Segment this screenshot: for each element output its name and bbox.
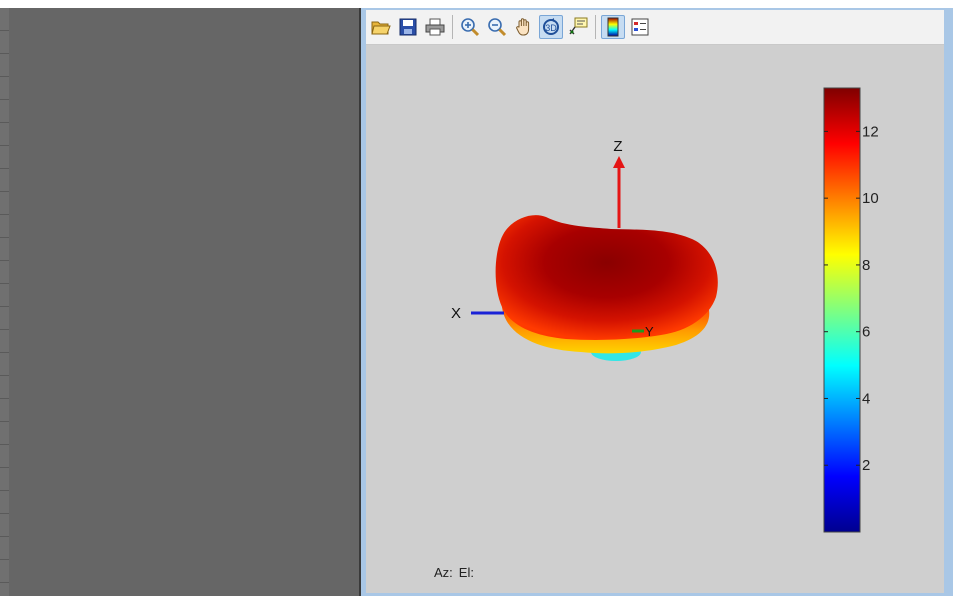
hand-icon xyxy=(516,18,530,36)
colorbar-tick-label: 6 xyxy=(862,324,870,341)
open-folder-icon xyxy=(371,21,391,35)
z-axis-label: Z xyxy=(613,138,622,155)
colorbar[interactable]: 2 4 6 8 10 12 xyxy=(823,87,879,533)
colorbar-tick-label: 4 xyxy=(862,390,870,407)
azimuth-label: Az: xyxy=(434,565,453,580)
colorbar-icon xyxy=(607,17,619,37)
colorbar-tick-label: 10 xyxy=(862,190,879,207)
radiation-pattern-surface xyxy=(495,215,718,340)
toolbar-separator xyxy=(452,15,453,39)
save-button[interactable] xyxy=(396,15,420,39)
z-axis-arrowhead xyxy=(613,156,625,168)
zoom-in-button[interactable] xyxy=(458,15,482,39)
data-cursor-button[interactable] xyxy=(566,15,590,39)
left-ruler xyxy=(0,8,9,596)
y-axis-label: Y xyxy=(645,324,654,339)
printer-icon xyxy=(425,18,445,36)
colorbar-gradient xyxy=(823,87,861,533)
zoom-out-icon xyxy=(488,18,507,37)
x-axis-label: X xyxy=(451,305,461,322)
toolbar-separator xyxy=(595,15,596,39)
pan-button[interactable] xyxy=(512,15,536,39)
rotate-icon: 3D xyxy=(543,18,559,35)
left-panel xyxy=(0,8,361,596)
colorbar-tick-label: 8 xyxy=(862,257,870,274)
figure-window: 3D xyxy=(361,8,953,596)
legend-icon xyxy=(631,18,649,36)
pattern-3d-plot[interactable]: Z X Y 2 4 6 8 10 12 xyxy=(366,45,944,593)
zoom-out-button[interactable] xyxy=(485,15,509,39)
insert-legend-button[interactable] xyxy=(628,15,652,39)
data-cursor-icon xyxy=(569,17,588,35)
svg-text:3D: 3D xyxy=(545,23,557,33)
colorbar-tick-label: 12 xyxy=(862,123,879,140)
print-button[interactable] xyxy=(423,15,447,39)
colorbar-tick-label: 2 xyxy=(862,457,870,474)
elevation-label: El: xyxy=(458,565,474,580)
insert-colorbar-button[interactable] xyxy=(601,15,625,39)
zoom-in-icon xyxy=(461,18,480,37)
rotate-3d-button[interactable]: 3D xyxy=(539,15,563,39)
save-disk-icon xyxy=(399,18,417,36)
open-file-button[interactable] xyxy=(369,15,393,39)
view-angle-readout: Az: El: xyxy=(434,565,480,580)
figure-toolbar: 3D xyxy=(366,10,944,45)
plot-area[interactable]: Z X Y 2 4 6 8 10 12 Az: El: xyxy=(366,45,944,593)
